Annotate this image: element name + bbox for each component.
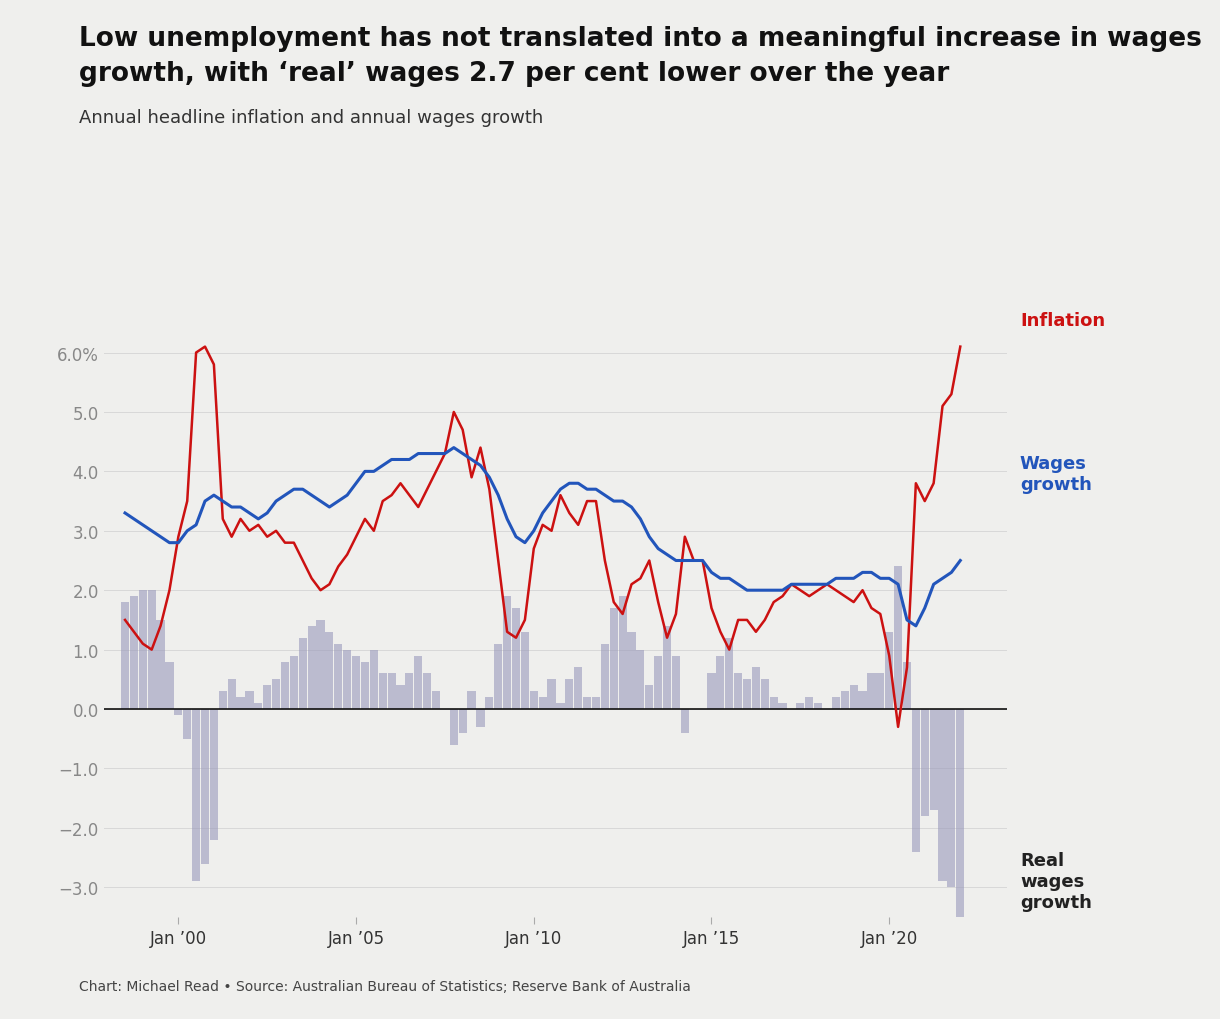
Bar	[129, 596, 138, 709]
Bar	[681, 709, 689, 733]
Bar	[334, 644, 343, 709]
Text: Annual headline inflation and annual wages growth: Annual headline inflation and annual wag…	[79, 109, 544, 127]
Bar	[486, 697, 493, 709]
Bar	[148, 591, 156, 709]
Text: growth, with ‘real’ wages 2.7 per cent lower over the year: growth, with ‘real’ wages 2.7 per cent l…	[79, 61, 949, 87]
Bar	[575, 667, 582, 709]
Bar	[654, 656, 662, 709]
Bar	[938, 709, 947, 881]
Bar	[450, 709, 458, 745]
Bar	[521, 632, 529, 709]
Bar	[245, 692, 254, 709]
Bar	[619, 596, 627, 709]
Bar	[299, 638, 306, 709]
Bar	[752, 667, 760, 709]
Bar	[859, 692, 866, 709]
Bar	[326, 632, 333, 709]
Bar	[761, 680, 769, 709]
Bar	[565, 680, 573, 709]
Bar	[201, 709, 209, 864]
Bar	[716, 656, 725, 709]
Bar	[867, 674, 876, 709]
Bar	[797, 703, 804, 709]
Bar	[708, 674, 716, 709]
Bar	[538, 697, 547, 709]
Bar	[166, 662, 173, 709]
Bar	[930, 709, 938, 810]
Bar	[351, 656, 360, 709]
Bar	[307, 627, 316, 709]
Bar	[237, 697, 245, 709]
Bar	[637, 650, 644, 709]
Bar	[210, 709, 218, 840]
Bar	[662, 627, 671, 709]
Bar	[672, 656, 680, 709]
Bar	[610, 608, 617, 709]
Bar	[139, 591, 146, 709]
Bar	[396, 686, 405, 709]
Bar	[956, 709, 964, 923]
Bar	[548, 680, 555, 709]
Bar	[512, 608, 520, 709]
Bar	[494, 644, 503, 709]
Bar	[841, 692, 849, 709]
Text: Inflation: Inflation	[1020, 312, 1105, 330]
Bar	[627, 632, 636, 709]
Bar	[556, 703, 565, 709]
Bar	[378, 674, 387, 709]
Bar	[805, 697, 814, 709]
Bar	[183, 709, 192, 739]
Bar	[921, 709, 928, 816]
Bar	[343, 650, 351, 709]
Bar	[778, 703, 787, 709]
Bar	[432, 692, 440, 709]
Bar	[725, 638, 733, 709]
Bar	[600, 644, 609, 709]
Bar	[414, 656, 422, 709]
Bar	[316, 621, 325, 709]
Text: Low unemployment has not translated into a meaningful increase in wages: Low unemployment has not translated into…	[79, 25, 1202, 51]
Bar	[281, 662, 289, 709]
Bar	[254, 703, 262, 709]
Bar	[192, 709, 200, 881]
Text: Wages
growth: Wages growth	[1020, 454, 1092, 493]
Bar	[886, 632, 893, 709]
Bar	[459, 709, 467, 733]
Bar	[174, 709, 183, 715]
Bar	[272, 680, 281, 709]
Bar	[876, 674, 884, 709]
Bar	[743, 680, 752, 709]
Text: Chart: Michael Read • Source: Australian Bureau of Statistics; Reserve Bank of A: Chart: Michael Read • Source: Australian…	[79, 979, 692, 994]
Bar	[156, 621, 165, 709]
Bar	[734, 674, 742, 709]
Bar	[370, 650, 378, 709]
Bar	[218, 692, 227, 709]
Text: Real
wages
growth: Real wages growth	[1020, 852, 1092, 911]
Bar	[894, 567, 902, 709]
Bar	[583, 697, 592, 709]
Bar	[503, 596, 511, 709]
Bar	[911, 709, 920, 852]
Bar	[770, 697, 778, 709]
Bar	[121, 602, 129, 709]
Bar	[832, 697, 841, 709]
Bar	[467, 692, 476, 709]
Bar	[405, 674, 414, 709]
Bar	[903, 662, 911, 709]
Bar	[476, 709, 484, 728]
Bar	[423, 674, 431, 709]
Bar	[947, 709, 955, 888]
Bar	[264, 686, 271, 709]
Bar	[814, 703, 822, 709]
Bar	[849, 686, 858, 709]
Bar	[388, 674, 395, 709]
Bar	[645, 686, 654, 709]
Bar	[228, 680, 235, 709]
Bar	[529, 692, 538, 709]
Bar	[290, 656, 298, 709]
Bar	[592, 697, 600, 709]
Bar	[361, 662, 368, 709]
